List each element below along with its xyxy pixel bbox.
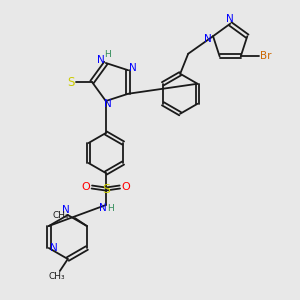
Text: CH₃: CH₃ <box>52 211 69 220</box>
Text: N: N <box>204 34 212 44</box>
Text: N: N <box>104 99 112 109</box>
Text: Br: Br <box>260 51 272 61</box>
Text: S: S <box>102 182 110 196</box>
Text: N: N <box>62 205 70 215</box>
Text: O: O <box>122 182 130 192</box>
Text: N: N <box>50 243 58 253</box>
Text: N: N <box>99 203 107 213</box>
Text: H: H <box>104 50 111 59</box>
Text: N: N <box>129 63 137 73</box>
Text: S: S <box>67 76 75 88</box>
Text: H: H <box>107 203 114 212</box>
Text: O: O <box>81 182 90 192</box>
Text: N: N <box>97 55 105 65</box>
Text: CH₃: CH₃ <box>49 272 65 280</box>
Text: N: N <box>226 14 234 24</box>
